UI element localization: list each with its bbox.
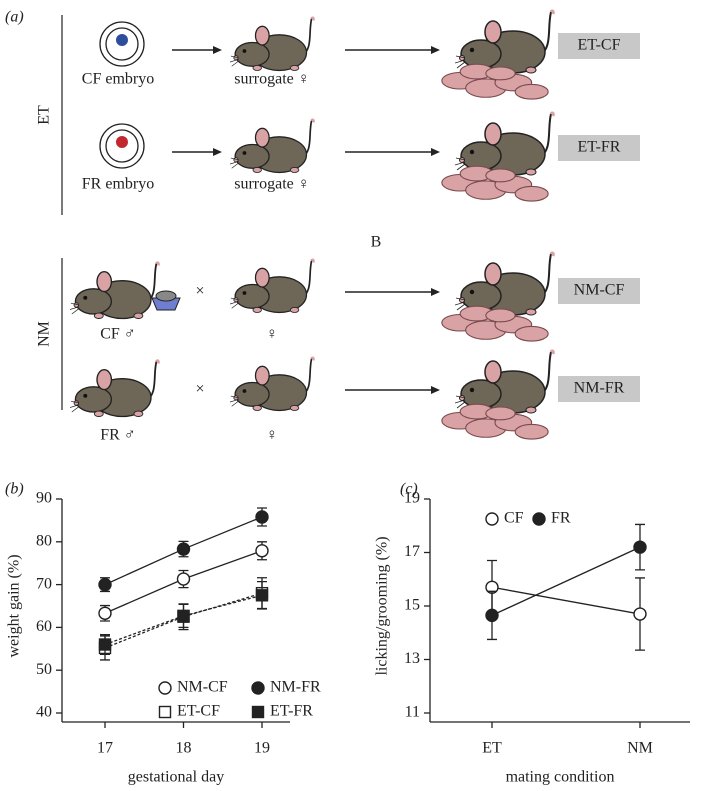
- female-mouse: [230, 356, 315, 412]
- legend-label: ET-CF: [177, 703, 220, 720]
- arrow-head: [431, 46, 440, 54]
- arrow-head: [213, 148, 222, 156]
- data-point: [255, 589, 269, 602]
- y-tick-label: 11: [405, 704, 420, 721]
- cross: ×: [195, 381, 204, 398]
- outcome-box: [558, 376, 640, 402]
- y-tick-label: 13: [404, 650, 420, 667]
- mother-mouse: [455, 349, 555, 415]
- partner-label: ♀: [266, 326, 278, 343]
- partner-label: surrogate ♀: [234, 176, 310, 193]
- mother-mouse: [455, 9, 555, 75]
- y-tick-label: 80: [36, 532, 52, 549]
- data-point: [98, 638, 112, 651]
- y-tick-label: 17: [404, 543, 420, 560]
- data-point: [485, 608, 499, 623]
- data-point: [255, 510, 269, 524]
- legend-label: CF: [504, 510, 524, 527]
- panel-label: (b): [5, 481, 24, 498]
- data-point: [177, 609, 190, 623]
- outcome-box: [558, 33, 640, 59]
- embryo-cell: [116, 34, 128, 46]
- data-point: [176, 572, 191, 586]
- legend-marker: [251, 705, 265, 719]
- mother-mouse: [455, 251, 555, 317]
- embryo-cell: [116, 136, 128, 148]
- series-line: [491, 546, 641, 616]
- partner-label: surrogate ♀: [234, 71, 310, 88]
- series-line: [491, 586, 641, 615]
- mother-mouse: [455, 111, 555, 177]
- y-tick-label: 19: [404, 490, 420, 507]
- note: B: [371, 234, 382, 251]
- x-tick-label: 18: [176, 740, 192, 757]
- y-tick-label: 15: [404, 597, 420, 614]
- y-axis-label: weight gain (%): [6, 554, 23, 657]
- data-point: [633, 607, 647, 621]
- outcome-label: NM-FR: [574, 380, 625, 397]
- legend-marker: [251, 681, 265, 695]
- source-label: CF embryo: [82, 71, 154, 88]
- arrow-head: [431, 288, 440, 296]
- x-axis-label: gestational day: [128, 769, 224, 786]
- cross: ×: [195, 283, 204, 300]
- series-line: [104, 594, 263, 646]
- legend-label: FR: [551, 510, 571, 527]
- outcome-label: NM-CF: [574, 282, 625, 299]
- female-mouse: [230, 258, 315, 314]
- legend-marker: [158, 705, 172, 719]
- panel-label: (c): [400, 481, 418, 498]
- data-point: [633, 540, 647, 554]
- x-tick-label: 19: [254, 740, 270, 757]
- arrow-head: [431, 386, 440, 394]
- group-label: ET: [36, 105, 53, 125]
- legend-label: NM-CF: [177, 679, 228, 696]
- source-label: FR ♂: [100, 427, 136, 444]
- y-tick-label: 50: [36, 661, 52, 678]
- x-axis-label: mating condition: [506, 769, 615, 786]
- male-mouse: [70, 261, 160, 320]
- arrow-head: [431, 148, 440, 156]
- legend-label: ET-FR: [270, 703, 313, 720]
- y-axis-label: licking/grooming (%): [374, 536, 391, 675]
- data-point: [176, 542, 191, 556]
- legend-marker: [485, 512, 499, 526]
- y-tick-label: 60: [36, 618, 52, 635]
- legend-label: NM-FR: [270, 679, 321, 696]
- arrow-head: [213, 46, 222, 54]
- outcome-box: [558, 135, 640, 161]
- y-tick-label: 40: [36, 704, 52, 721]
- data-point: [98, 577, 112, 592]
- y-tick-label: 70: [36, 575, 52, 592]
- x-tick-label: 17: [97, 740, 113, 757]
- outcome-label: ET-CF: [578, 37, 621, 54]
- outcome-box: [558, 278, 640, 304]
- source-label: FR embryo: [82, 176, 154, 193]
- y-tick-label: 90: [36, 490, 52, 507]
- x-tick-label: ET: [482, 740, 502, 757]
- x-tick-label: NM: [627, 740, 653, 757]
- female-mouse: [230, 16, 315, 72]
- group-label: NM: [36, 321, 53, 347]
- legend-marker: [532, 512, 546, 526]
- legend-marker: [158, 681, 172, 695]
- source-label: CF ♂: [100, 326, 136, 343]
- panel-label: (a): [5, 9, 24, 26]
- partner-label: ♀: [266, 427, 278, 444]
- male-mouse: [70, 359, 160, 418]
- data-point: [255, 544, 269, 558]
- food: [155, 290, 177, 302]
- data-point: [98, 606, 112, 620]
- female-mouse: [230, 118, 315, 174]
- outcome-label: ET-FR: [578, 139, 621, 156]
